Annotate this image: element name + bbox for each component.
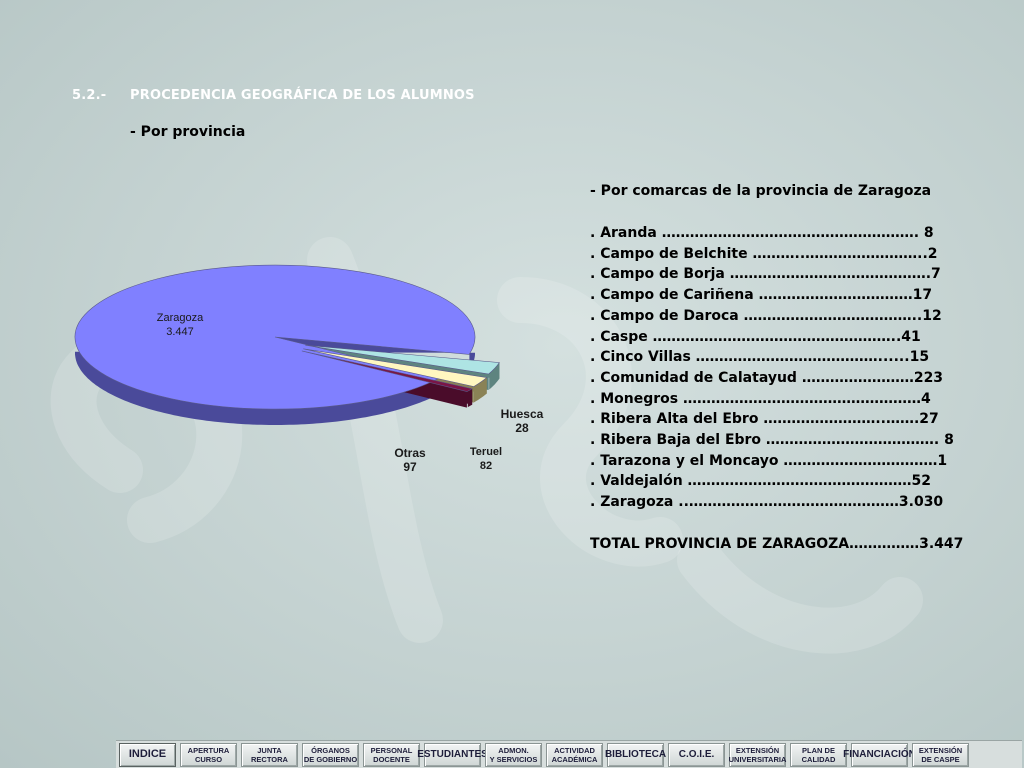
nav-button-estudiantes[interactable]: ESTUDIANTES xyxy=(417,742,488,767)
comarcas-total: TOTAL PROVINCIA DE ZARAGOZA……………3.447 xyxy=(590,535,964,552)
pie-tops xyxy=(74,264,500,410)
comarca-row: . Valdejalón …………………………………………52 xyxy=(590,473,932,490)
pie-slice-otras-label: Otras xyxy=(394,446,426,460)
pie-slice-teruel-label: Teruel xyxy=(470,446,502,458)
section-number: 5.2.- xyxy=(72,88,107,103)
nav-button-financiacion[interactable]: FINANCIACIÓN xyxy=(843,742,916,767)
comarca-row: . Campo de Borja …………………………………….7 xyxy=(590,266,941,283)
pie-slice-zaragoza xyxy=(74,264,476,410)
pie-slice-zaragoza-side xyxy=(75,335,475,425)
pie-slice-huesca xyxy=(301,350,473,392)
nav-button-admon-y-servicios[interactable]: ADMON. Y SERVICIOS xyxy=(485,742,542,767)
nav-button-junta-rectora[interactable]: JUNTA RECTORA xyxy=(241,742,298,767)
comarca-row: . Zaragoza ..………………………………………3.030 xyxy=(590,494,944,511)
nav-button-actividad-academica[interactable]: ACTIVIDAD ACADÉMICA xyxy=(546,742,603,767)
comarca-row: . Aranda ………………………………………………. 8 xyxy=(590,225,934,241)
pie-slice-teruel-value: 82 xyxy=(480,460,492,472)
comarca-row: . Cinco Villas …………………………………......15 xyxy=(590,349,930,366)
pie-slice-zaragoza-value: 3.447 xyxy=(166,326,194,338)
pie-slice-otras-value: 97 xyxy=(403,460,417,474)
comarca-row: . Ribera Baja del Ebro ………………………………. 8 xyxy=(590,432,954,449)
comarcas-panel: - Por comarcas de la provincia de Zarago… xyxy=(590,181,970,554)
pie-slice-zaragoza-label: Zaragoza xyxy=(157,312,204,324)
pie-slice-huesca-value: 28 xyxy=(515,421,529,435)
nav-button-personal-docente[interactable]: PERSONAL DOCENTE xyxy=(363,742,420,767)
nav-button-plan-de-calidad[interactable]: PLAN DE CALIDAD xyxy=(790,742,847,767)
section-title: PROCEDENCIA GEOGRÁFICA DE LOS ALUMNOS xyxy=(130,88,475,103)
comarca-row: . Caspe ……………………………………………..41 xyxy=(590,328,921,345)
pie-slice-otras xyxy=(305,344,500,375)
comarca-row: . Tarazona y el Moncayo ……………………………1 xyxy=(590,452,948,469)
nav-button-c-o-i-e[interactable]: C.O.I.E. xyxy=(668,742,725,767)
comarca-row: . Campo de Cariñena ……………………………17 xyxy=(590,287,933,304)
comarcas-heading: - Por comarcas de la provincia de Zarago… xyxy=(590,183,932,199)
nav-button-extension-universitaria[interactable]: EXTENSIÓN UNIVERSITARIA xyxy=(729,742,786,767)
nav-button-indice[interactable]: INDICE xyxy=(119,742,176,767)
nav-button-extension-de-caspe[interactable]: EXTENSIÓN DE CASPE xyxy=(912,742,969,767)
comarcas-list: . Aranda ………………………………………………. 8 . Campo de… xyxy=(590,223,970,513)
comarca-row: . Comunidad de Calatayud ……………………223 xyxy=(590,369,944,386)
comarca-row: . Campo de Daroca ………………………………..12 xyxy=(590,307,942,324)
nav-button-apertura-curso[interactable]: APERTURA CURSO xyxy=(180,742,237,767)
comarca-row: . Monegros ……………………………………………4 xyxy=(590,390,931,407)
pie-slice-huesca-label: Huesca xyxy=(501,407,544,421)
chart-subtitle: - Por provincia xyxy=(130,124,246,140)
nav-button-organos-de-gobierno[interactable]: ÓRGANOS DE GOBIERNO xyxy=(302,742,359,767)
pie-slice-teruel xyxy=(303,348,488,387)
bottom-navigation-bar: INDICE APERTURA CURSO JUNTA RECTORA ÓRGANOS… xyxy=(116,740,1022,768)
nav-button-biblioteca[interactable]: BIBLIOTECA xyxy=(605,742,666,767)
comarca-row: . Campo de Belchite ………..……………………..2 xyxy=(590,245,938,262)
comarca-row: . Ribera Alta del Ebro ……………………..…….27 xyxy=(590,411,939,428)
